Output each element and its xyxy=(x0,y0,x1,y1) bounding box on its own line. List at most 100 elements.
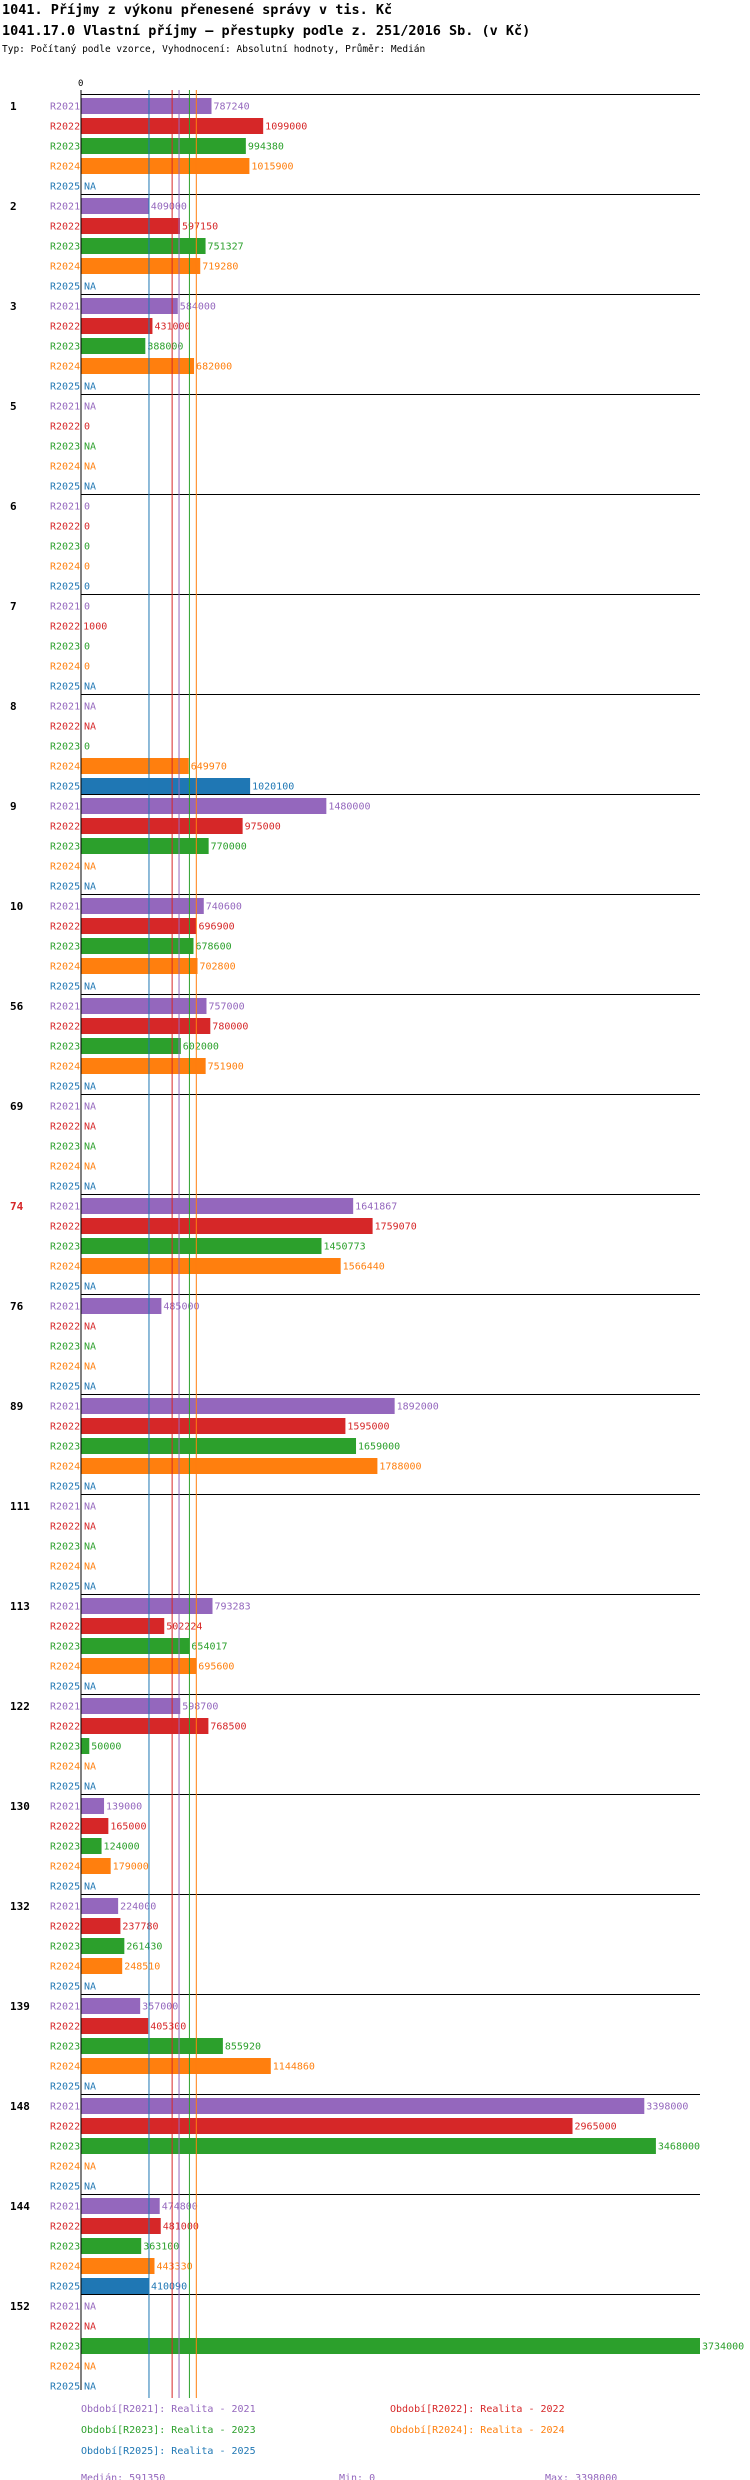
series-label-r2025: R2025 xyxy=(50,1582,80,1593)
category-label-130: 130 xyxy=(10,1800,30,1813)
value-label-74-r2025: NA xyxy=(84,1282,96,1293)
series-label-r2022: R2022 xyxy=(50,2222,80,2233)
value-label-130-r2023: 124000 xyxy=(104,1842,140,1853)
series-label-r2024: R2024 xyxy=(50,1562,80,1573)
series-label-r2023: R2023 xyxy=(50,1242,80,1253)
bar-10-r2021 xyxy=(81,898,204,914)
series-label-r2021: R2021 xyxy=(50,902,80,913)
value-label-3-r2024: 682000 xyxy=(196,362,232,373)
series-label-r2022: R2022 xyxy=(50,122,80,133)
bar-74-r2024 xyxy=(81,1258,341,1274)
value-label-76-r2024: NA xyxy=(84,1362,96,1373)
chart-type-description: Typ: Počítaný podle vzorce, Vyhodnocení:… xyxy=(2,44,426,55)
series-label-r2023: R2023 xyxy=(50,1342,80,1353)
bar-8-r2024 xyxy=(81,758,189,774)
value-label-10-r2024: 702800 xyxy=(200,962,236,973)
bar-113-r2021 xyxy=(81,1598,213,1614)
bar-56-r2024 xyxy=(81,1058,206,1074)
series-label-r2022: R2022 xyxy=(50,1322,80,1333)
value-label-132-r2024: 248510 xyxy=(124,1962,160,1973)
bar-8-r2025 xyxy=(81,778,251,794)
series-label-r2021: R2021 xyxy=(50,1302,80,1313)
category-label-69: 69 xyxy=(10,1100,23,1113)
value-label-130-r2021: 139000 xyxy=(106,1802,142,1813)
value-label-132-r2021: 224000 xyxy=(120,1902,156,1913)
value-label-89-r2025: NA xyxy=(84,1482,96,1493)
value-label-2-r2024: 719280 xyxy=(202,262,238,273)
series-label-r2024: R2024 xyxy=(50,962,80,973)
series-label-r2022: R2022 xyxy=(50,1122,80,1133)
category-label-132: 132 xyxy=(10,1900,30,1913)
stat-min-r2021: Min: 0 xyxy=(339,2473,375,2480)
series-label-r2022: R2022 xyxy=(50,322,80,333)
bar-1-r2024 xyxy=(81,158,250,174)
series-label-r2021: R2021 xyxy=(50,1702,80,1713)
bar-132-r2021 xyxy=(81,1898,119,1914)
series-label-r2023: R2023 xyxy=(50,1542,80,1553)
value-label-6-r2022: 0 xyxy=(84,522,90,533)
series-label-r2021: R2021 xyxy=(50,802,80,813)
value-label-144-r2022: 481000 xyxy=(163,2222,199,2233)
bar-2-r2024 xyxy=(81,258,201,274)
value-label-69-r2023: NA xyxy=(84,1142,96,1153)
series-label-r2025: R2025 xyxy=(50,1182,80,1193)
category-label-3: 3 xyxy=(10,300,17,313)
value-label-56-r2024: 751900 xyxy=(208,1062,244,1073)
bar-144-r2025 xyxy=(81,2278,149,2294)
value-label-8-r2022: NA xyxy=(84,722,96,733)
category-label-152: 152 xyxy=(10,2300,30,2313)
series-label-r2025: R2025 xyxy=(50,2382,80,2393)
series-label-r2022: R2022 xyxy=(50,1822,80,1833)
value-label-3-r2021: 584000 xyxy=(180,302,216,313)
bar-10-r2023 xyxy=(81,938,194,954)
series-label-r2025: R2025 xyxy=(50,2082,80,2093)
series-label-r2021: R2021 xyxy=(50,1502,80,1513)
series-label-r2023: R2023 xyxy=(50,242,80,253)
bar-144-r2022 xyxy=(81,2218,161,2234)
bar-130-r2021 xyxy=(81,1798,105,1814)
series-label-r2024: R2024 xyxy=(50,562,80,573)
category-label-139: 139 xyxy=(10,2000,30,2013)
value-label-2-r2022: 597150 xyxy=(182,222,218,233)
value-label-152-r2023: 3734000 xyxy=(702,2342,744,2353)
value-label-69-r2021: NA xyxy=(84,1102,96,1113)
category-label-89: 89 xyxy=(10,1400,23,1413)
bar-152-r2023 xyxy=(81,2338,700,2354)
value-label-69-r2024: NA xyxy=(84,1162,96,1173)
bar-2-r2021 xyxy=(81,198,149,214)
value-label-6-r2025: 0 xyxy=(84,582,90,593)
value-label-139-r2022: 405300 xyxy=(150,2022,186,2033)
bar-1-r2023 xyxy=(81,138,246,154)
series-label-r2024: R2024 xyxy=(50,1462,80,1473)
bar-130-r2023 xyxy=(81,1838,102,1854)
series-label-r2022: R2022 xyxy=(50,222,80,233)
series-label-r2025: R2025 xyxy=(50,682,80,693)
value-label-7-r2025: NA xyxy=(84,682,96,693)
bar-139-r2021 xyxy=(81,1998,141,2014)
value-label-139-r2023: 855920 xyxy=(225,2042,261,2053)
value-label-148-r2023: 3468000 xyxy=(658,2142,700,2153)
value-label-113-r2022: 502224 xyxy=(166,1622,202,1633)
series-label-r2023: R2023 xyxy=(50,942,80,953)
value-label-76-r2022: NA xyxy=(84,1322,96,1333)
bar-148-r2023 xyxy=(81,2138,656,2154)
series-label-r2024: R2024 xyxy=(50,1962,80,1973)
value-label-7-r2024: 0 xyxy=(84,662,90,673)
value-label-69-r2025: NA xyxy=(84,1182,96,1193)
value-label-56-r2021: 757000 xyxy=(208,1002,244,1013)
value-label-113-r2023: 654017 xyxy=(191,1642,227,1653)
series-label-r2021: R2021 xyxy=(50,2102,80,2113)
value-label-122-r2025: NA xyxy=(84,1782,96,1793)
value-label-1-r2021: 787240 xyxy=(214,102,250,113)
series-label-r2023: R2023 xyxy=(50,842,80,853)
value-label-2-r2023: 751327 xyxy=(208,242,244,253)
series-label-r2021: R2021 xyxy=(50,1202,80,1213)
value-label-113-r2021: 793283 xyxy=(215,1602,251,1613)
bar-148-r2022 xyxy=(81,2118,573,2134)
value-label-89-r2021: 1892000 xyxy=(397,1402,439,1413)
value-label-56-r2025: NA xyxy=(84,1082,96,1093)
series-label-r2025: R2025 xyxy=(50,1082,80,1093)
bar-10-r2022 xyxy=(81,918,197,934)
series-label-r2023: R2023 xyxy=(50,2242,80,2253)
category-label-113: 113 xyxy=(10,1600,30,1613)
